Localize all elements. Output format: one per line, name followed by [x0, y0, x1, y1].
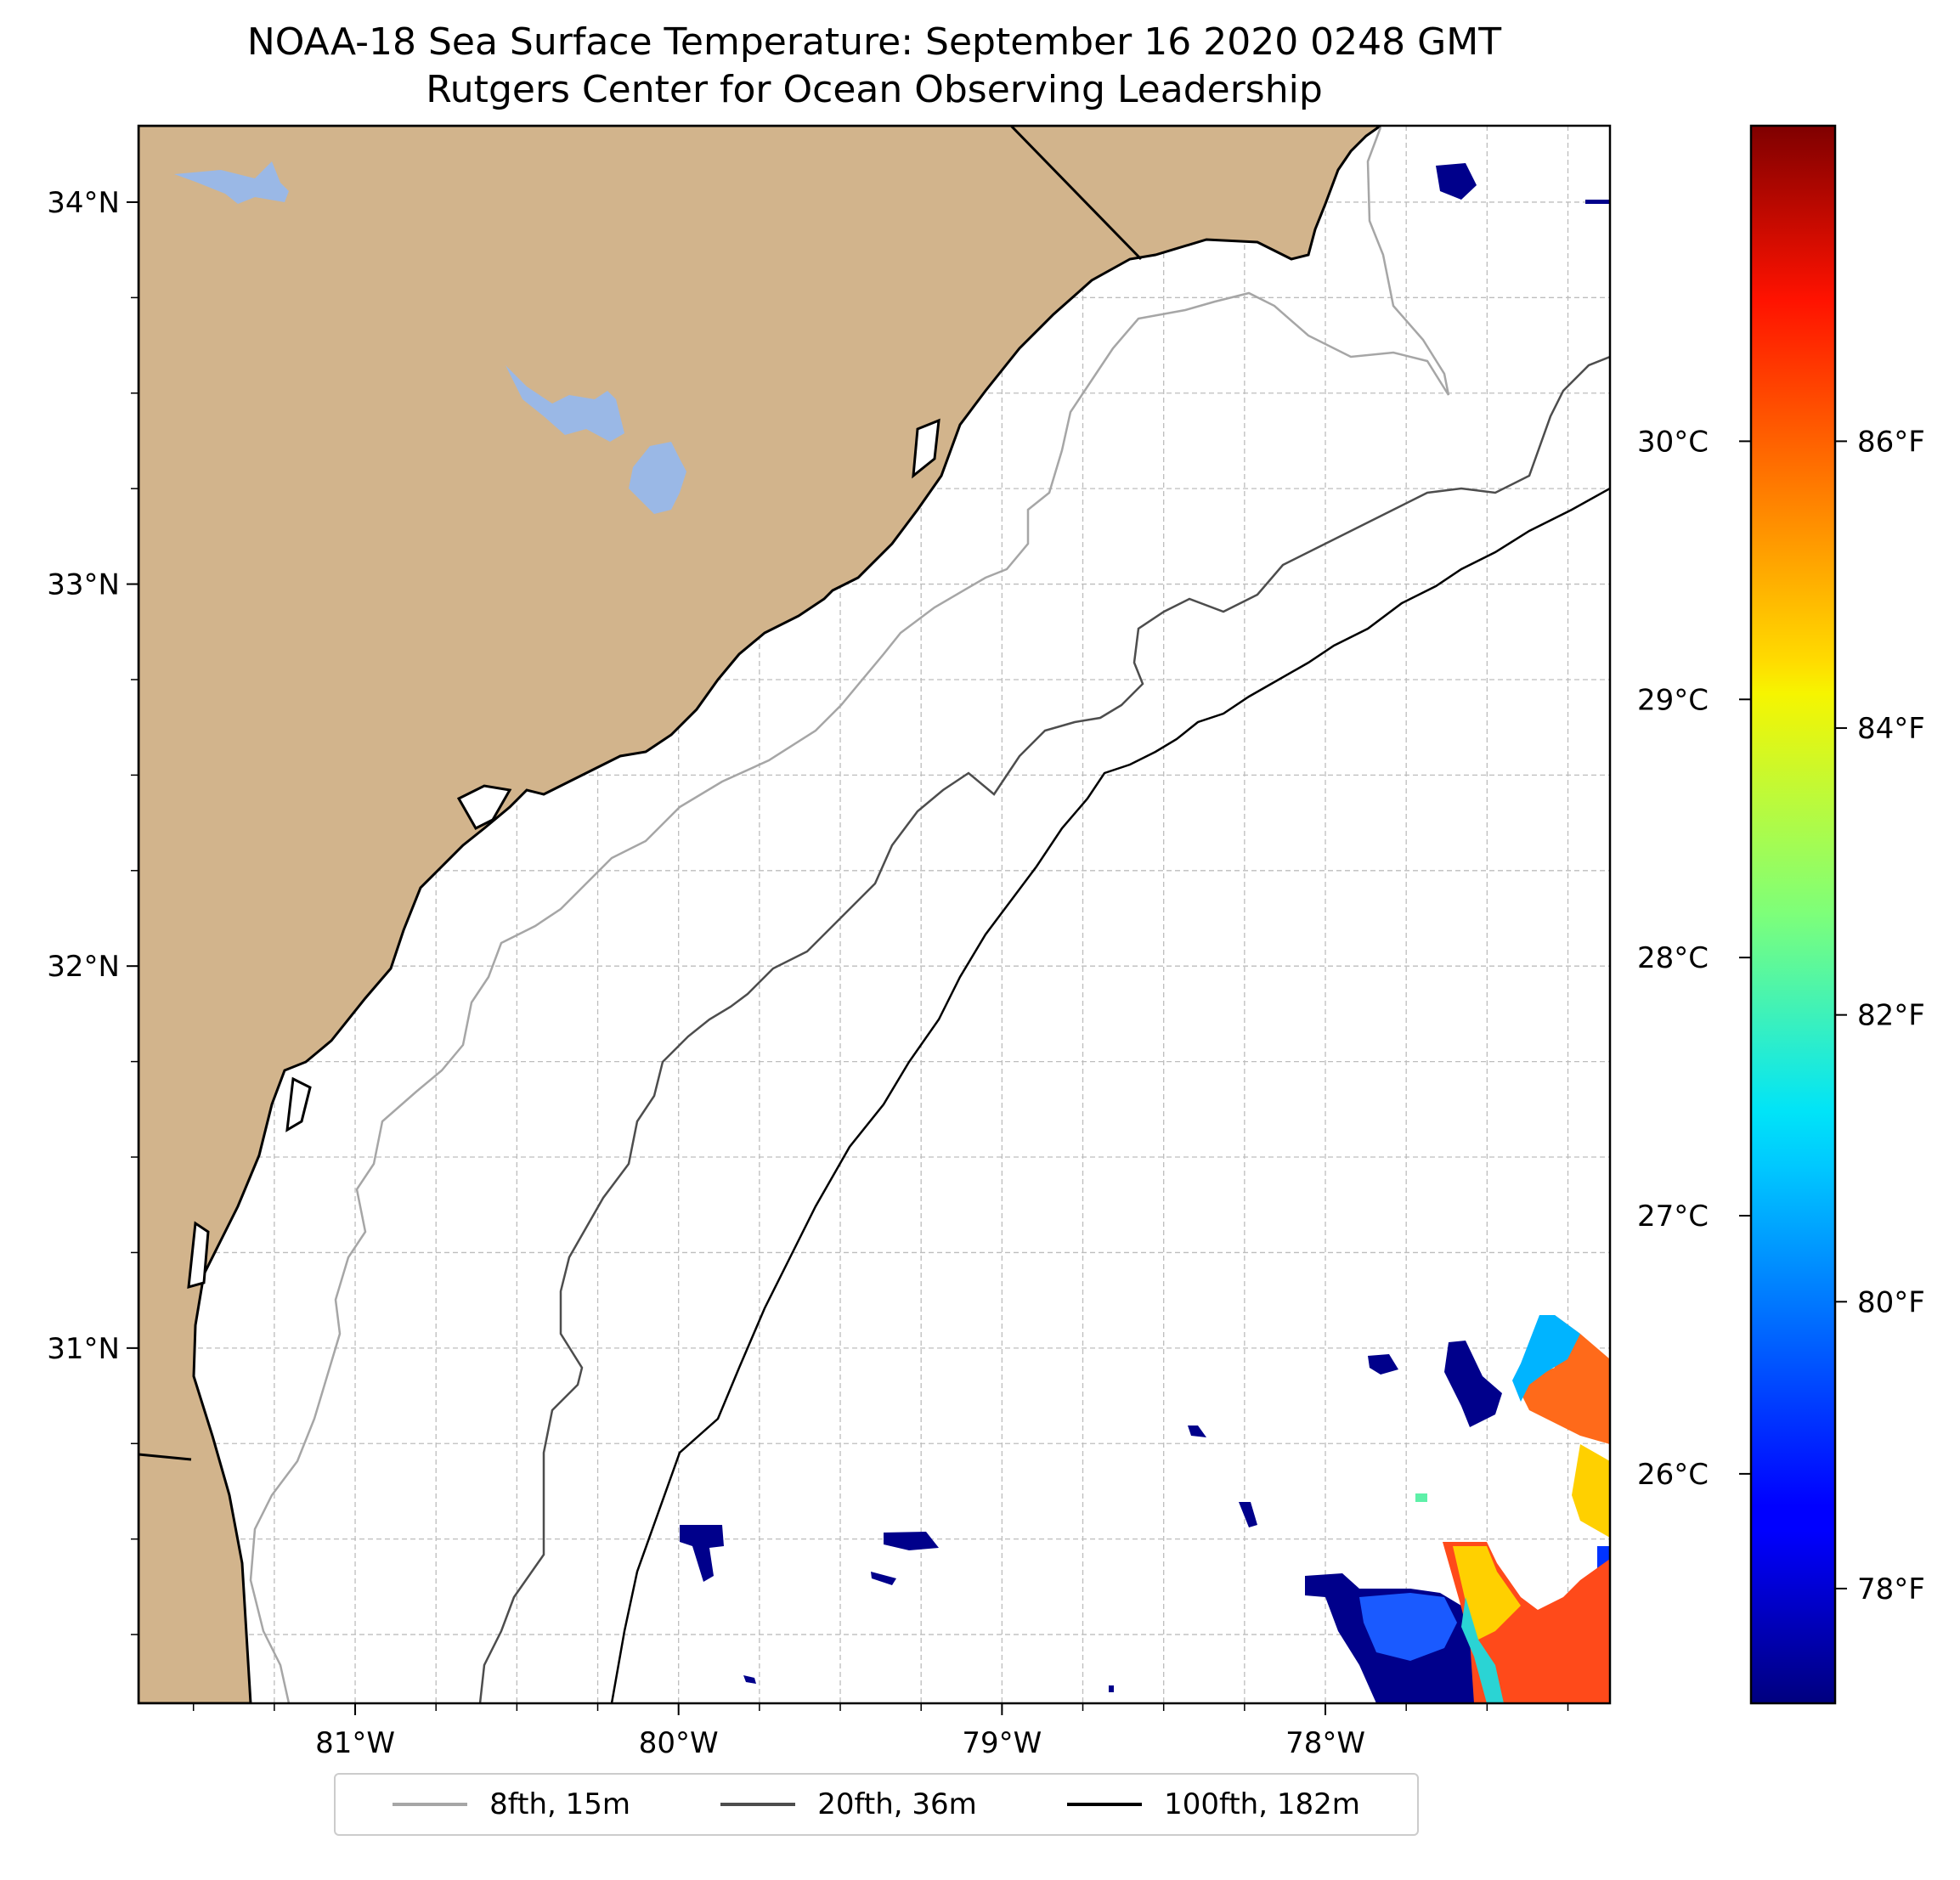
sst-patch: [1368, 1354, 1398, 1375]
chart-subtitle: Rutgers Center for Ocean Observing Leade…: [426, 68, 1323, 111]
colorbar-fahrenheit-axis: 86°F 84°F 82°F 80°F 78°F: [1835, 425, 1925, 1606]
sst-patch: [1585, 200, 1610, 204]
sst-patch: [871, 1572, 896, 1585]
longitude-axis: 81°W 80°W 79°W 78°W: [192, 1703, 1569, 1760]
fahrenheit-tick-label: 82°F: [1857, 999, 1925, 1033]
sst-patch: [1239, 1502, 1257, 1527]
sst-patch: [743, 1675, 756, 1684]
inlet-georgia: [187, 1221, 210, 1290]
sst-patch: [1188, 1426, 1206, 1437]
isobath-20fth: [478, 355, 1610, 1703]
legend-line-100fth: [1067, 1803, 1143, 1806]
celsius-tick-label: 26°C: [1637, 1458, 1709, 1492]
lon-tick-label: 81°W: [315, 1726, 395, 1760]
map-area: [138, 126, 1610, 1703]
isobath-100fth: [610, 487, 1610, 1703]
legend-item: 100fth, 182m: [1067, 1787, 1360, 1821]
celsius-tick-label: 29°C: [1637, 683, 1709, 717]
sst-patch: [680, 1525, 724, 1582]
fahrenheit-tick-label: 84°F: [1857, 712, 1925, 746]
fahrenheit-tick-label: 86°F: [1857, 425, 1925, 459]
celsius-tick-label: 30°C: [1637, 425, 1709, 459]
sst-patch: [1359, 1593, 1457, 1661]
lat-tick-label: 34°N: [47, 186, 120, 220]
legend-label: 8fth, 15m: [489, 1787, 631, 1821]
sst-patches: [680, 163, 1610, 1703]
map-frame: [137, 124, 1612, 1705]
legend-item: 20fth, 36m: [720, 1787, 977, 1821]
sst-patch: [1109, 1685, 1114, 1692]
colorbar: [1749, 124, 1837, 1705]
inlet-georgetown: [912, 418, 940, 479]
chart-title: NOAA-18 Sea Surface Temperature: Septemb…: [246, 20, 1502, 64]
sst-patch: [884, 1532, 939, 1550]
celsius-tick-label: 28°C: [1637, 941, 1709, 975]
gridlines: [138, 126, 1610, 1703]
inlet-savannah: [285, 1076, 312, 1132]
sst-patch: [1453, 1546, 1521, 1640]
lon-tick-label: 79°W: [962, 1726, 1042, 1760]
latitude-axis: 34°N 33°N 32°N 31°N: [47, 186, 138, 1635]
legend-label: 100fth, 182m: [1164, 1787, 1360, 1821]
sst-patch: [1436, 163, 1477, 200]
isobath-8fth: [249, 127, 1450, 1703]
fahrenheit-tick-label: 78°F: [1857, 1572, 1925, 1606]
land-region: [138, 126, 1383, 1703]
sst-patch: [1415, 1493, 1427, 1502]
colorbar-celsius-axis: 30°C 29°C 28°C 27°C 26°C: [1637, 425, 1751, 1492]
lat-tick-label: 33°N: [47, 568, 120, 602]
lon-tick-label: 78°W: [1285, 1726, 1365, 1760]
sst-patch: [1444, 1341, 1502, 1427]
legend-item: 8fth, 15m: [393, 1787, 630, 1821]
legend: 8fth, 15m 20fth, 36m 100fth, 182m: [334, 1773, 1419, 1836]
lake-marion: [506, 365, 624, 442]
lat-tick-label: 32°N: [47, 950, 120, 984]
inlet-charleston: [456, 784, 512, 830]
lat-tick-label: 31°N: [47, 1332, 120, 1366]
legend-line-20fth: [720, 1803, 796, 1806]
state-border-ga-fl: [138, 1453, 192, 1461]
fahrenheit-tick-label: 80°F: [1857, 1285, 1925, 1319]
lake-moultrie: [629, 442, 686, 514]
lon-tick-label: 80°W: [639, 1726, 719, 1760]
sst-patch: [1572, 1444, 1610, 1538]
celsius-tick-label: 27°C: [1637, 1200, 1709, 1234]
sst-patch: [1512, 1315, 1580, 1402]
state-border-nc-sc: [1009, 126, 1143, 261]
legend-line-8fth: [393, 1803, 468, 1806]
legend-label: 20fth, 36m: [817, 1787, 977, 1821]
sst-patch: [1461, 1597, 1504, 1703]
lake-norman: [174, 161, 289, 204]
